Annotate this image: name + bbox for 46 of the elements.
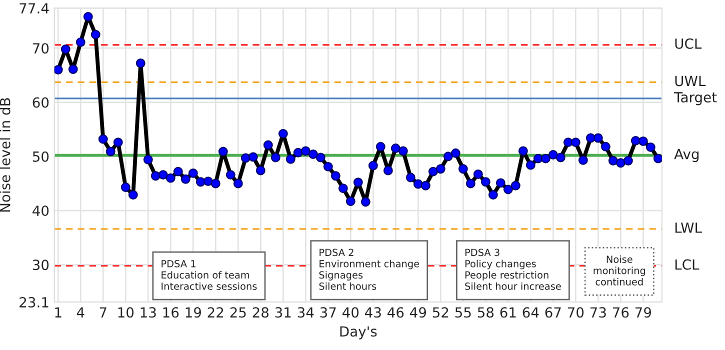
y-axis-title: Noise level in dB [0,98,10,212]
x-tick-label: 4 [76,307,84,318]
y-tick-label: 70 [32,43,49,54]
x-tick-label: 52 [432,307,448,318]
x-tick-label: 43 [364,307,381,318]
x-tick-label: 1 [55,307,62,318]
x-tick-label: 7 [100,307,106,318]
x-tick-label: 46 [387,307,404,318]
ref-line-label: UWL [675,76,706,86]
y-tick-label: 77.4 [20,3,49,14]
x-tick-label: 16 [163,307,179,318]
ref-line-label: UCL [675,38,702,49]
x-tick-label: 73 [590,307,606,318]
x-tick-label: 19 [186,307,201,318]
ref-line-label: Avg [674,149,699,162]
x-tick-label: 25 [230,307,246,318]
x-tick-label: 10 [118,307,134,318]
x-tick-label: 37 [320,307,336,318]
ref-line-label: LCL [675,259,700,270]
x-tick-label: 67 [545,307,561,318]
x-tick-label: 22 [208,307,224,318]
x-tick-label: 79 [635,307,652,318]
x-tick-label: 58 [478,307,494,318]
x-tick-label: 13 [140,307,156,318]
y-tick-label: 40 [32,206,49,216]
x-tick-label: 76 [612,307,629,318]
x-tick-label: 55 [455,307,471,318]
ref-line-label: LWL [675,222,702,233]
x-tick-label: 40 [342,307,359,318]
x-tick-label: 70 [568,307,584,318]
y-tick-label: 60 [32,97,49,108]
y-tick-label: 23.1 [20,297,48,308]
x-tick-label: 31 [275,307,291,318]
y-tick-label: 50 [32,151,49,162]
annotation: PDSA 2 Environment change Signages Silent hours [319,248,420,290]
annotation: PDSA 1 Education of team Interactive sessions [162,260,257,290]
x-tick-label: 61 [500,307,516,318]
y-tick-label: 30 [32,260,49,270]
x-tick-label: 28 [252,307,269,318]
annotation: PDSA 3 Policy changes People restriction Silent hour increase [465,248,561,290]
x-axis-title: Day's [340,326,377,340]
x-tick-label: 49 [410,307,426,318]
x-tick-label: 34 [298,307,314,318]
ref-line-label: Target [674,92,717,106]
x-tick-label: 64 [522,307,539,318]
annotation: Noise monitoring continued [594,255,646,286]
